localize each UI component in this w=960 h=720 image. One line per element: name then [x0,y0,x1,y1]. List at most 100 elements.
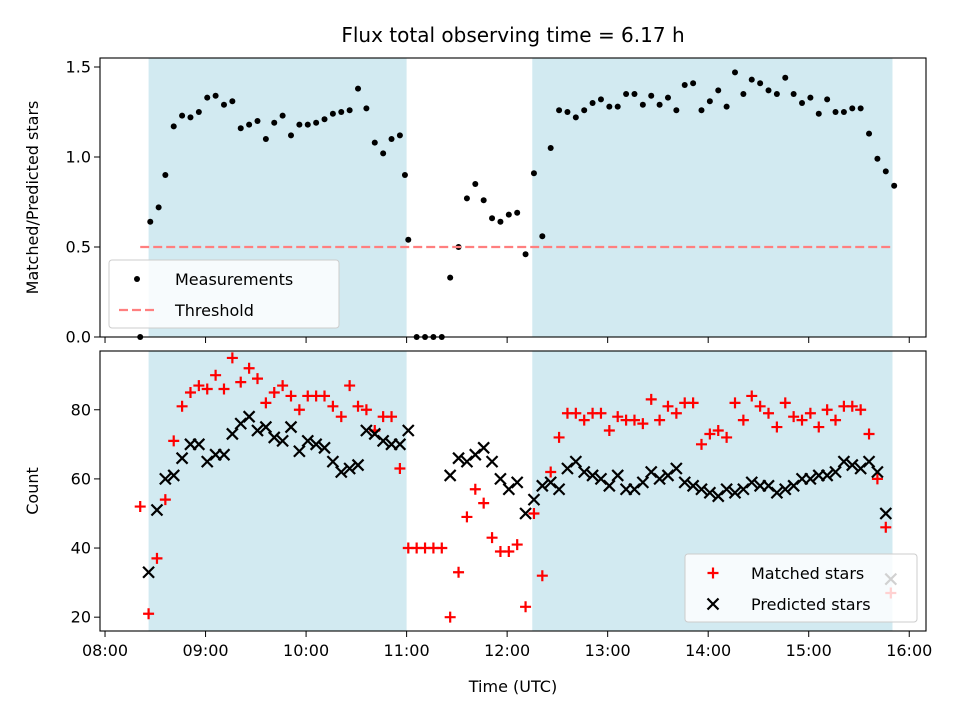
x-tick-label: 16:00 [886,641,932,660]
data-point [267,431,281,444]
data-point [246,121,253,128]
data-point [552,482,566,496]
data-point [293,444,306,458]
data-point [463,195,470,202]
data-point [293,404,305,416]
y-tick-label: 0.0 [66,328,91,347]
data-point [745,476,759,489]
data-point [846,400,858,412]
data-point [494,472,507,486]
data-point [704,428,716,440]
data-point [611,469,624,482]
data-point [259,420,273,434]
data-point [326,455,340,468]
legend-label: Matched stars [751,564,864,583]
data-point [846,458,859,472]
data-point [606,103,613,110]
data-point [351,458,365,472]
data-point [813,421,825,433]
data-point [804,472,817,486]
data-point [220,101,227,108]
data-point [319,390,331,402]
data-point [648,92,655,99]
data-point [376,434,390,448]
data-point [857,105,864,112]
data-point [159,494,171,506]
y-tick-label: 40 [71,539,91,558]
data-point [678,476,692,489]
data-point [334,465,348,479]
data-point [472,181,479,187]
data-point [277,380,289,392]
data-point [589,100,596,106]
data-point [695,438,707,450]
data-point [686,479,700,493]
x-tick-label: 15:00 [786,641,832,660]
data-point [210,369,222,381]
data-point [782,74,789,81]
data-point [192,438,206,451]
data-point [288,132,295,139]
data-point [402,424,415,437]
data-point [757,80,764,87]
data-point [179,112,186,119]
data-point [891,182,898,189]
data-point [284,420,298,434]
data-point [556,107,563,114]
data-point [706,98,713,105]
data-point [796,414,808,426]
x-tick-label: 14:00 [685,641,731,660]
legend-box [684,553,918,623]
x-tick-label: 09:00 [182,641,228,660]
data-point [603,425,615,437]
data-point [251,424,264,437]
legend: Measurements Threshold [108,259,340,329]
data-point [740,91,747,97]
data-point [134,501,146,513]
data-point [614,103,621,110]
data-point [313,119,320,126]
data-point [623,91,630,97]
data-point [681,82,688,88]
data-point [497,218,504,225]
data-point [187,114,194,121]
data-point [279,112,286,119]
data-point [226,352,238,364]
data-point [849,105,856,112]
data-point [371,139,378,146]
data-point [645,393,657,405]
data-point [363,105,370,112]
data-point [564,109,571,115]
data-point [155,204,162,211]
data-point [318,441,331,455]
data-point [469,483,481,495]
data-point [570,407,582,419]
data-point [150,503,164,517]
data-point [698,107,705,114]
data-point [539,233,546,240]
data-point [254,118,261,124]
data-point [304,121,311,128]
data-point [195,109,202,115]
data-point [489,215,496,222]
data-point [335,411,347,423]
data-point [251,373,263,385]
data-point [226,427,239,441]
chart-title: Flux total observing time = 6.17 h [341,23,684,47]
data-point [581,107,588,114]
data-point [553,431,565,443]
data-point [664,94,671,101]
data-point [159,472,172,486]
data-point [536,479,549,493]
data-point [773,91,780,97]
data-point [396,132,403,139]
data-point [217,448,231,461]
data-point [170,123,177,130]
data-point [176,400,188,412]
data-point [380,150,387,157]
data-point [712,425,724,437]
data-point [147,218,154,225]
data-point [327,400,339,412]
data-point [520,601,532,613]
